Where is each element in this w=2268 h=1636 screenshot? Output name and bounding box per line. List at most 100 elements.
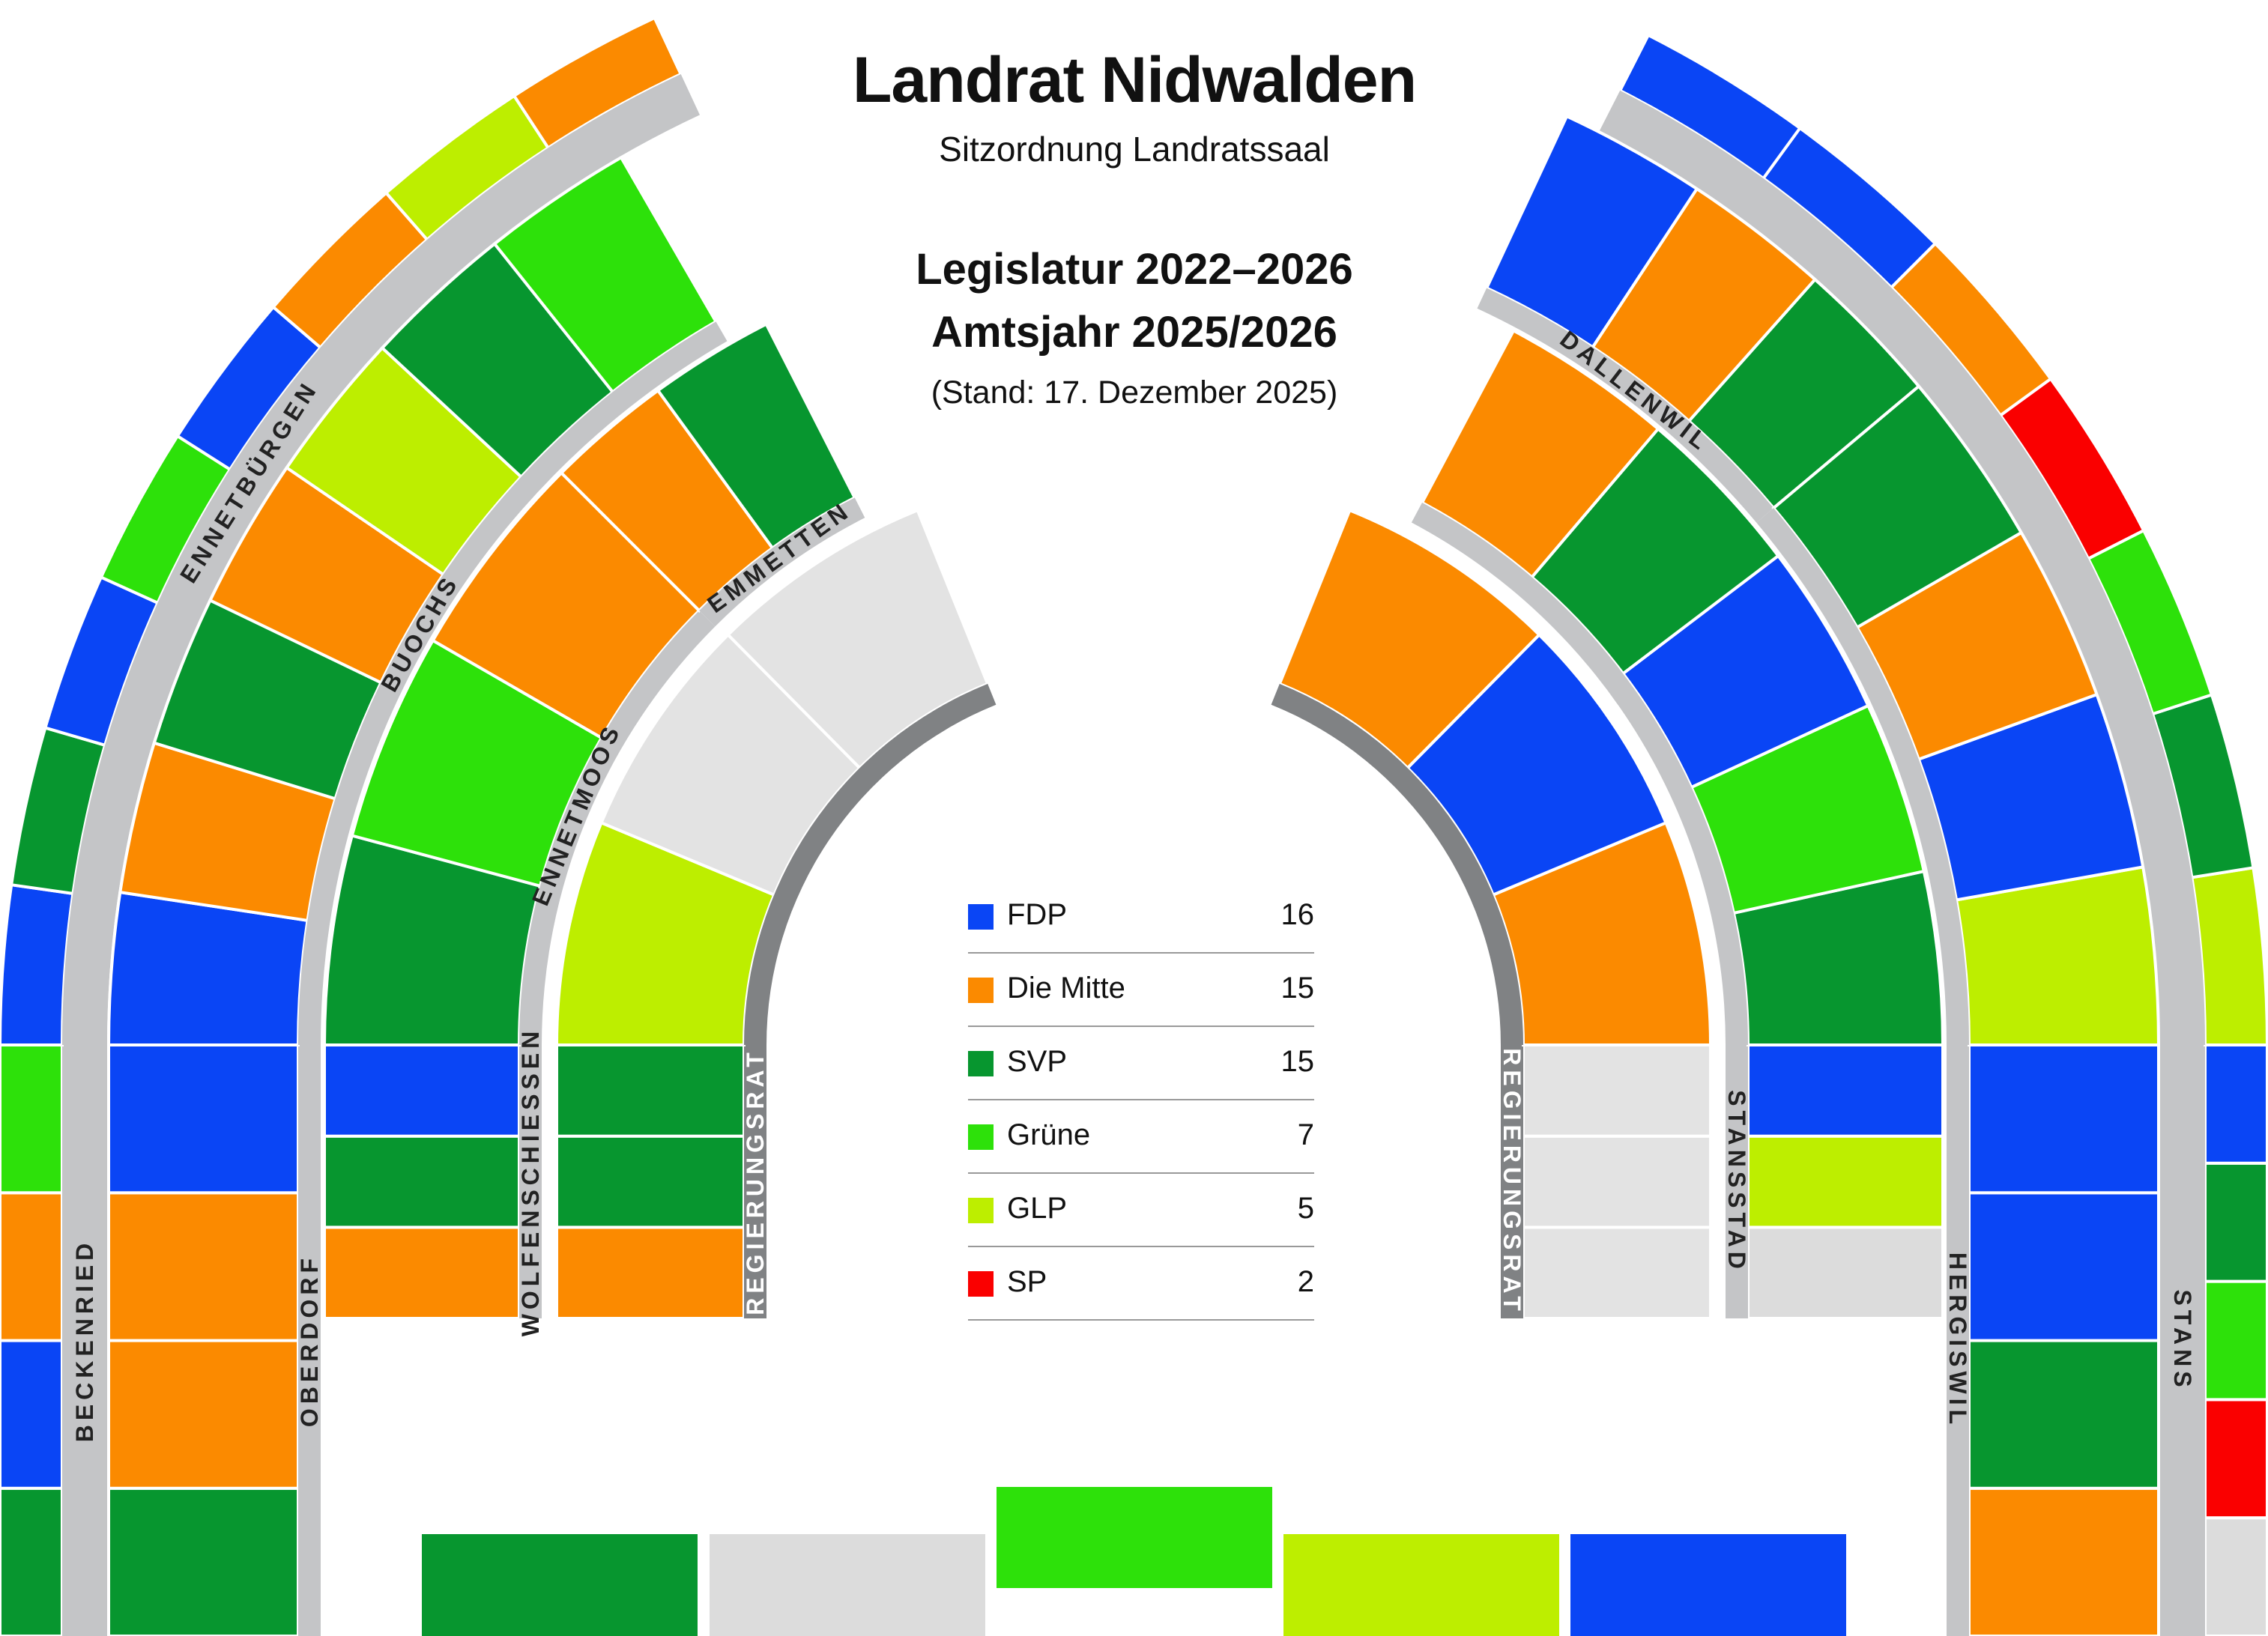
aisle-bar-stansstad xyxy=(1726,1045,1748,1318)
seat-block-stans-right xyxy=(1600,33,2268,1636)
seat-gruene xyxy=(0,1043,64,1195)
aisle-arc-hergiswil xyxy=(1756,508,1969,1045)
legend-party-glp: GLP xyxy=(1007,1192,1068,1225)
seat-glp xyxy=(284,345,524,577)
seat-die-mitte xyxy=(0,1191,64,1342)
seat-fdp xyxy=(0,1339,64,1490)
aisle-arc-regierungsrat xyxy=(1271,683,1523,1045)
seat-vakant xyxy=(1747,1226,1944,1321)
aisle-arc-stansstad xyxy=(1411,503,1748,1045)
seat-block-hergiswil-right xyxy=(1756,384,2161,1636)
legend-swatch-mitte xyxy=(968,978,994,1003)
seat-gruene xyxy=(2204,1279,2268,1402)
seat-svp xyxy=(1968,1339,2160,1490)
block-label-regierungsrat: REGIERUNGSRAT xyxy=(1499,1048,1525,1315)
seat-layer xyxy=(0,16,2268,1636)
legend-swatch-gruene xyxy=(968,1124,994,1150)
seat-glp xyxy=(1747,1134,1944,1229)
legend-row-mitte: Die Mitte 15 xyxy=(968,954,1314,1027)
seat-block-wolfenschiessen-left xyxy=(323,1043,542,1321)
seat-regierungsrat xyxy=(1522,1226,1712,1321)
seat-fdp xyxy=(1968,1191,2160,1342)
aisle-arc-ennetmoos xyxy=(519,611,716,1045)
legend-row-gruene: Grüne 7 xyxy=(968,1100,1314,1174)
aisle-arc-regierungsrat xyxy=(744,683,997,1045)
seat-die-mitte xyxy=(1420,328,1660,580)
legend-party-fdp: FDP xyxy=(1007,898,1067,931)
aisle-bar-regierungsrat xyxy=(744,1045,766,1318)
seat-fdp xyxy=(107,1043,300,1195)
aisle-bar-regierungsrat xyxy=(1501,1045,1523,1318)
legend-party-sp: SP xyxy=(1007,1265,1047,1298)
block-label-stans: STANS xyxy=(2169,1289,2196,1391)
page-subtitle: Sitzordnung Landratssaal xyxy=(939,130,1330,169)
seat-regierungsrat xyxy=(1522,1043,1712,1138)
seat-svp xyxy=(2204,1161,2268,1283)
seat-block-stansstad-right xyxy=(1411,328,1945,1321)
front-desk-svp xyxy=(422,1534,698,1636)
seat-svp xyxy=(323,1134,521,1229)
seat-fdp xyxy=(1747,1043,1944,1138)
legend-count-mitte: 15 xyxy=(1280,972,1315,1005)
legend-count-svp: 15 xyxy=(1280,1045,1315,1078)
seat-fdp xyxy=(323,1043,521,1138)
page-title: Landrat Nidwalden xyxy=(852,44,1417,116)
seat-die-mitte xyxy=(323,1226,521,1321)
aisle-bar-oberdorf xyxy=(298,1045,321,1636)
seat-block-regierungsrat-left xyxy=(554,508,997,1321)
seat-block-beckenried-left xyxy=(0,1043,107,1636)
front-desk-gruene xyxy=(997,1487,1272,1588)
party-legend: FDP 16 Die Mitte 15 SVP 15 Grüne 7 GLP 5… xyxy=(968,880,1314,1321)
seat-block-emmetten-left xyxy=(559,322,865,627)
legend-row-fdp: FDP 16 xyxy=(968,880,1314,954)
legend-party-gruene: Grüne xyxy=(1007,1118,1091,1151)
legend-row-sp: SP 2 xyxy=(968,1247,1314,1321)
block-label-stansstad: STANSSTAD xyxy=(1723,1090,1750,1273)
aisle-bar-wolfenschiessen xyxy=(519,1045,542,1318)
seat-svp xyxy=(555,1134,746,1229)
legend-row-glp: GLP 5 xyxy=(968,1174,1314,1247)
amtsjahr-text: Amtsjahr 2025/2026 xyxy=(931,308,1337,357)
aisle-bar-stans xyxy=(2160,1045,2205,1636)
legend-swatch-svp xyxy=(968,1051,994,1076)
front-desk-vakant xyxy=(710,1534,985,1636)
legend-count-gruene: 7 xyxy=(1297,1118,1314,1151)
stand-date: (Stand: 17. Dezember 2025) xyxy=(931,375,1338,410)
block-label-oberdorf: OBERDORF xyxy=(296,1254,323,1427)
legend-row-svp: SVP 15 xyxy=(968,1027,1314,1100)
seat-block-ennetbuergen-left xyxy=(0,16,700,1046)
seat-block-ennetmoos-left xyxy=(322,470,716,1046)
seat-fdp xyxy=(2204,1043,2268,1165)
seat-block-dallenwil-right xyxy=(1477,114,1921,523)
block-label-regierungsrat: REGIERUNGSRAT xyxy=(742,1048,769,1315)
seat-fdp xyxy=(1968,1043,2160,1195)
seat-die-mitte xyxy=(555,1226,746,1321)
legend-swatch-sp xyxy=(968,1271,994,1297)
legend-swatch-fdp xyxy=(968,904,994,930)
aisle-arc-dallenwil xyxy=(1477,288,1774,523)
seat-vakant xyxy=(2204,1516,2268,1636)
legend-count-sp: 2 xyxy=(1297,1265,1314,1298)
legend-party-mitte: Die Mitte xyxy=(1007,972,1125,1005)
front-desk-fdp xyxy=(1570,1534,1846,1636)
seat-die-mitte xyxy=(1968,1486,2160,1636)
aisle-arc-ennetbuergen xyxy=(62,74,700,1045)
block-label-wolfenschiessen: WOLFENSCHIESSEN xyxy=(517,1027,544,1337)
block-label-beckenried: BECKENRIED xyxy=(71,1239,98,1443)
aisle-bar-hergiswil xyxy=(1947,1045,1969,1636)
seat-fdp xyxy=(0,882,75,1046)
seat-regierungsrat xyxy=(1522,1134,1712,1229)
seat-block-oberdorf-left xyxy=(107,1043,321,1636)
seat-block-regierungsrat-right xyxy=(1271,508,1713,1321)
legend-swatch-glp xyxy=(968,1198,994,1223)
aisle-arc-stans xyxy=(1600,90,2205,1045)
seat-svp xyxy=(555,1043,746,1138)
aisle-arc-emmetten xyxy=(699,497,865,627)
seat-svp xyxy=(0,1486,64,1636)
legislatur-text: Legislatur 2022–2026 xyxy=(916,245,1353,294)
legend-count-glp: 5 xyxy=(1297,1192,1314,1225)
block-label-hergiswil: HERGISWIL xyxy=(1944,1252,1971,1429)
legend-count-fdp: 16 xyxy=(1280,898,1315,931)
legend-party-svp: SVP xyxy=(1007,1045,1068,1078)
